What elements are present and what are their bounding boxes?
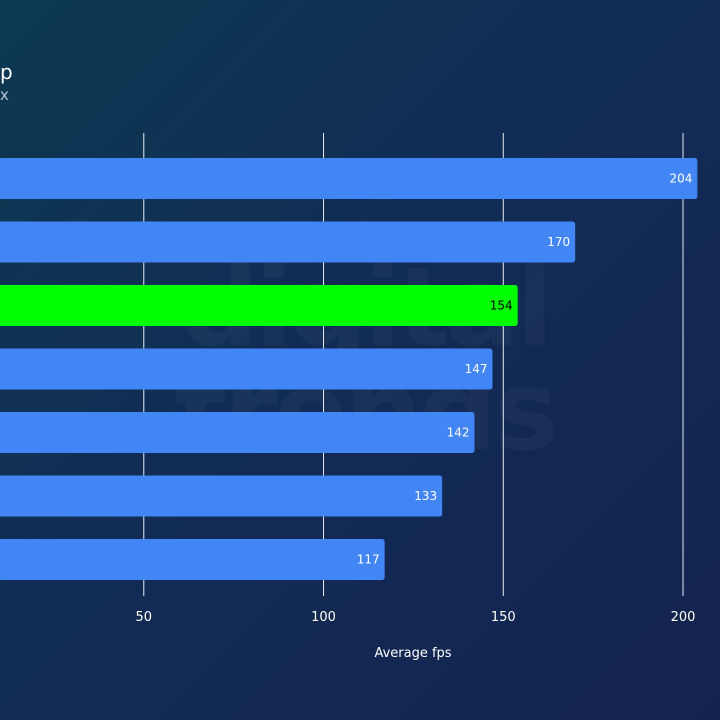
bar [0,221,576,263]
x-tick-label: 200 [671,610,696,625]
x-axis-title: Average fps [374,646,451,661]
x-tick-label: 150 [491,610,516,625]
bar [0,412,475,453]
bar [0,158,698,199]
bar [0,539,385,580]
chart-title-fragment: p [0,60,13,84]
chart-subtitle-fragment: x [0,86,9,104]
bar [0,348,493,390]
bar-value-label: 170 [547,235,570,249]
bar-value-label: 117 [357,553,380,567]
x-tick-label: 50 [136,610,153,625]
x-tick-label: 100 [311,610,336,625]
bar-highlighted [0,285,518,326]
bar-value-label: 147 [465,362,488,376]
bar-value-label: 154 [490,299,513,313]
bars: 204 170 154 147 142 133 117 [0,158,698,580]
x-axis-ticks: 50 100 150 200 [136,610,696,625]
bar-value-label: 142 [447,426,470,440]
bar-value-label: 133 [414,489,437,503]
bar-value-label: 204 [669,172,692,186]
bar [0,475,443,517]
